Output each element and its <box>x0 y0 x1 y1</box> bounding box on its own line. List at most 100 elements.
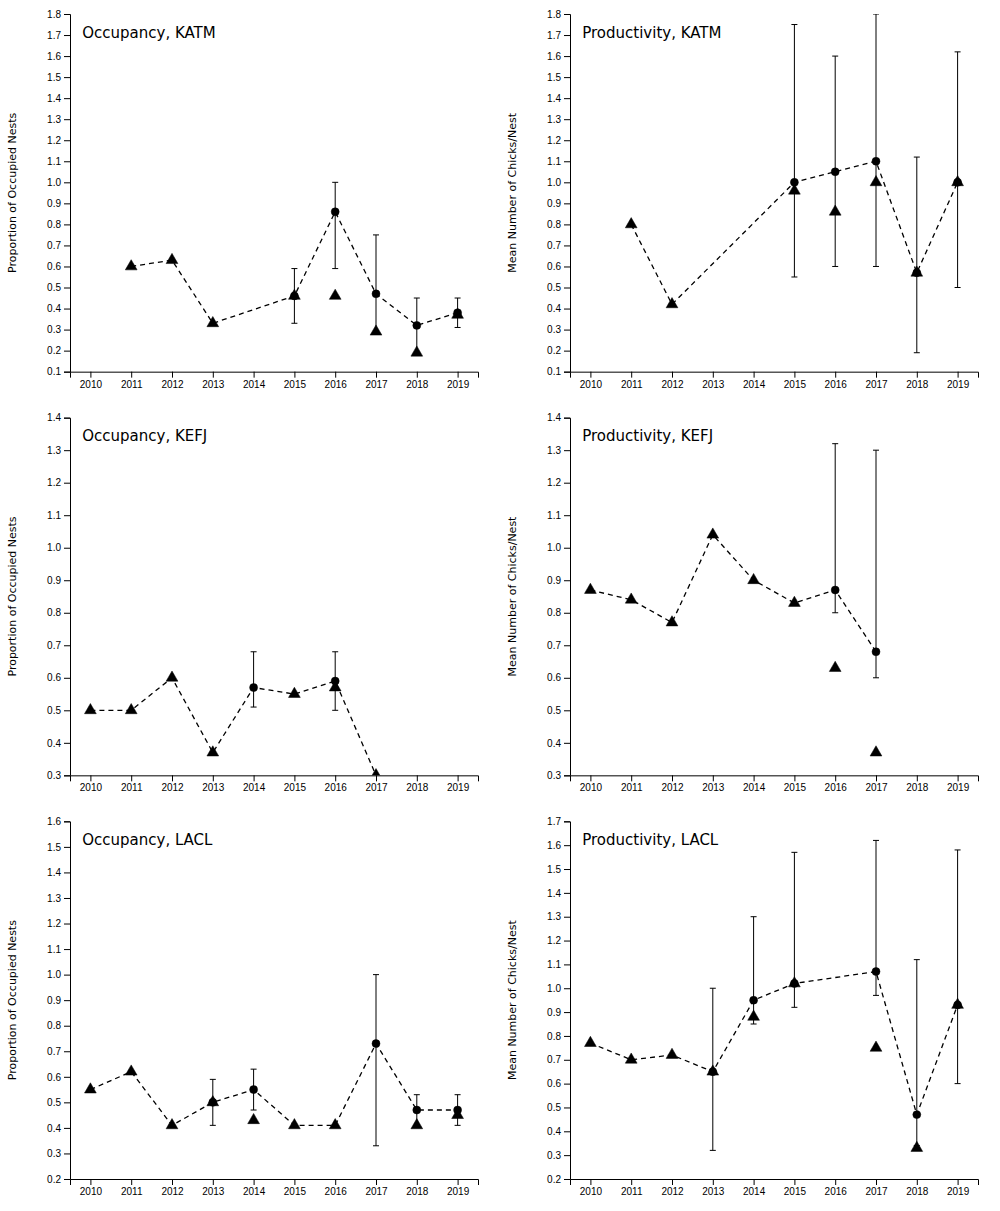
y-tick-mark <box>564 1084 570 1085</box>
y-tick: 1.7 <box>547 816 570 827</box>
x-tick-label: 2012 <box>161 379 184 390</box>
y-tick: 0.4 <box>547 1126 570 1137</box>
x-tick-mark <box>458 372 459 378</box>
y-tick: 0.9 <box>47 198 70 209</box>
y-tick-label: 1.7 <box>547 30 561 41</box>
x-tick-label: 2011 <box>121 782 143 793</box>
circle-point <box>872 157 880 165</box>
y-tick-mark <box>64 203 70 204</box>
y-tick-label: 1.2 <box>547 477 561 488</box>
circle-point <box>372 290 380 298</box>
x-tick: 2018 <box>906 775 929 793</box>
x-tick-label: 2015 <box>784 782 807 793</box>
x-axis-line <box>71 372 479 378</box>
y-axis: 0.30.40.50.60.70.80.91.01.11.21.31.4 <box>547 412 570 781</box>
y-tick-mark <box>64 98 70 99</box>
x-tick-mark <box>131 1179 132 1185</box>
y-tick-label: 0.7 <box>47 640 61 651</box>
y-tick-mark <box>564 548 570 549</box>
y-tick-label: 0.8 <box>547 607 561 618</box>
triangle-point <box>452 308 464 318</box>
y-tick: 1.2 <box>47 135 70 146</box>
y-tick-label: 0.8 <box>547 1031 561 1042</box>
panel: 2010201120122013201420152016201720182019… <box>506 9 979 390</box>
x-tick: 2017 <box>865 1179 888 1197</box>
y-tick: 1.8 <box>47 9 70 20</box>
y-tick-mark <box>564 161 570 162</box>
y-tick: 0.9 <box>47 575 70 586</box>
triangle-point <box>289 1119 301 1129</box>
triangle-point <box>207 746 219 756</box>
y-tick-label: 0.9 <box>547 1007 561 1018</box>
x-tick-mark <box>417 775 418 781</box>
y-tick-mark <box>564 245 570 246</box>
y-tick-label: 1.8 <box>47 9 61 20</box>
y-tick-mark <box>64 847 70 848</box>
x-tick: 2010 <box>580 775 603 793</box>
x-tick-label: 2017 <box>865 379 888 390</box>
y-tick: 0.7 <box>547 1054 570 1065</box>
y-axis-line <box>64 15 71 373</box>
y-tick: 1.4 <box>47 93 70 104</box>
y-axis: 0.10.20.30.40.50.60.70.80.91.01.11.21.31… <box>547 9 570 378</box>
x-tick-label: 2019 <box>447 782 470 793</box>
error-bar <box>955 850 961 1084</box>
error-bar <box>791 25 797 277</box>
error-bar <box>914 960 920 1146</box>
circle-point <box>413 1106 421 1114</box>
error-bar <box>332 652 338 711</box>
y-tick-mark <box>64 1102 70 1103</box>
x-tick-mark <box>958 1179 959 1185</box>
y-tick-mark <box>564 1036 570 1037</box>
y-axis-title: Proportion of Occupied Nests <box>6 516 19 676</box>
x-tick-label: 2010 <box>80 782 103 793</box>
triangle-point <box>85 704 97 714</box>
x-tick-label: 2011 <box>121 1186 143 1197</box>
x-tick-label: 2019 <box>447 379 470 390</box>
circle-point <box>709 1068 717 1076</box>
y-tick-label: 0.2 <box>547 1174 561 1185</box>
y-tick-mark <box>64 548 70 549</box>
y-tick-mark <box>64 710 70 711</box>
triangle-point <box>666 616 678 626</box>
x-tick: 2018 <box>406 1179 429 1197</box>
x-tick-mark <box>458 775 459 781</box>
x-tick-mark <box>213 1179 214 1185</box>
x-tick-mark <box>754 372 755 378</box>
y-tick-label: 1.0 <box>47 542 61 553</box>
y-tick-mark <box>64 245 70 246</box>
y-tick-mark <box>64 949 70 950</box>
y-tick-mark <box>564 1155 570 1156</box>
y-tick-label: 1.7 <box>547 816 561 827</box>
triangle-point <box>166 671 178 681</box>
y-tick-label: 0.8 <box>547 219 561 230</box>
x-tick-mark <box>631 372 632 378</box>
y-tick-label: 0.7 <box>47 240 61 251</box>
y-tick-mark <box>64 775 70 776</box>
x-tick-label: 2016 <box>825 379 848 390</box>
y-tick-label: 1.2 <box>547 135 561 146</box>
x-tick-label: 2017 <box>365 782 388 793</box>
x-tick: 2017 <box>865 775 888 793</box>
y-tick: 1.0 <box>47 177 70 188</box>
y-tick-mark <box>564 224 570 225</box>
y-tick-mark <box>64 372 70 373</box>
y-tick-mark <box>64 450 70 451</box>
y-tick-mark <box>64 743 70 744</box>
circle-point <box>913 269 921 277</box>
x-tick-label: 2014 <box>243 1186 266 1197</box>
y-tick-label: 0.5 <box>547 705 561 716</box>
error-bar <box>332 182 338 268</box>
panel-title: Occupancy, KEFJ <box>82 427 207 445</box>
y-tick: 0.4 <box>547 303 570 314</box>
y-tick-label: 1.1 <box>47 156 61 167</box>
y-tick-label: 1.5 <box>47 72 61 83</box>
x-axis: 2010201120122013201420152016201720182019 <box>71 1179 479 1197</box>
y-tick: 0.6 <box>547 261 570 272</box>
x-tick: 2014 <box>243 775 266 793</box>
x-tick-mark <box>794 1179 795 1185</box>
x-tick-label: 2010 <box>80 379 103 390</box>
y-tick: 0.5 <box>47 705 70 716</box>
x-tick-mark <box>335 1179 336 1185</box>
y-tick: 1.0 <box>547 542 570 553</box>
